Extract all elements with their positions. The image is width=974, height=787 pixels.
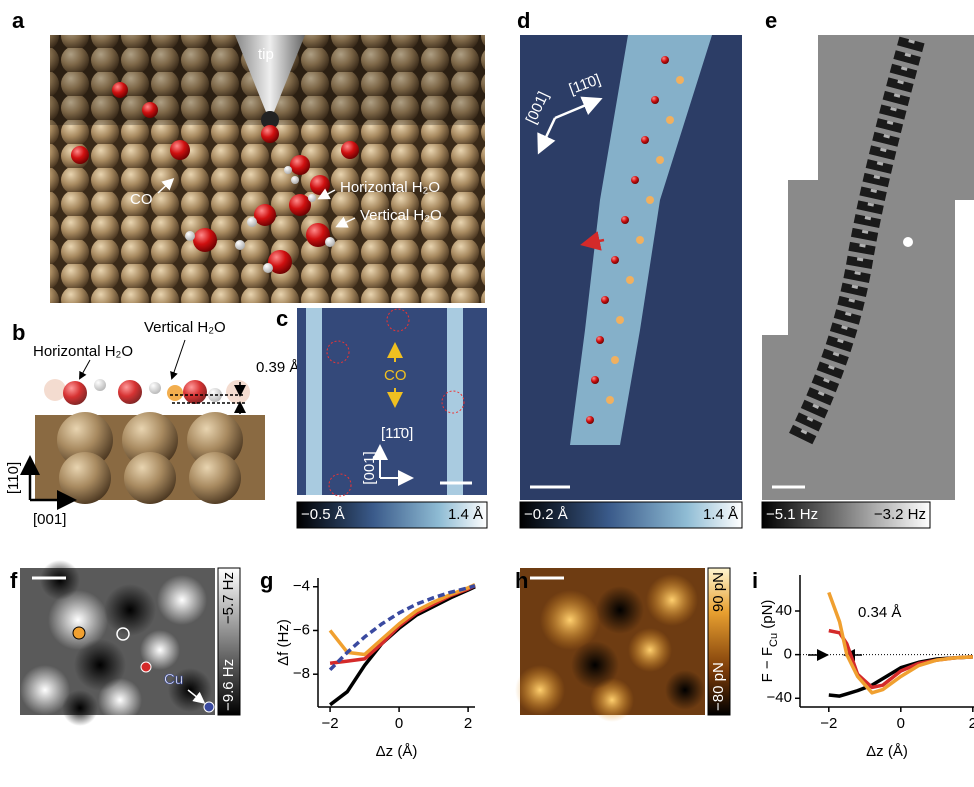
panel-label: h [515,568,528,593]
x-axis-label: Δz (Å) [376,743,418,760]
colorbar-label: −5.7 Hz [220,572,237,624]
panel-d: [001] [11̄0] d −0.2 Å 1.4 Å [517,8,742,528]
axis-direction: [001] [33,511,66,528]
colorbar-label: −9.6 Hz [220,659,237,711]
x-tick-label: 2 [464,715,472,732]
x-tick-label: −2 [820,715,837,732]
colorbar-label: −5.1 Hz [766,506,818,523]
y-tick-label: 0 [784,646,792,663]
panel-a: a tip CO Horizontal H₂O Vertical H₂O [12,8,485,303]
colorbar-label: 1.4 Å [448,506,483,523]
panel-label: i [752,568,758,593]
annotation: Horizontal H₂O [33,343,133,360]
y-tick-label: −8 [293,665,310,682]
x-tick-label: 0 [897,715,905,732]
annotation: CO [384,367,407,384]
colorbar-label: −80 pN [710,662,727,711]
series-line [330,585,475,655]
annotation: tip [258,46,274,63]
panel-label: g [260,568,273,593]
panel-f: f Cu −5.7 Hz −9.6 Hz [10,560,240,726]
y-axis-label-part: Cu [768,633,780,647]
panel-label: f [10,568,18,593]
colorbar-label: 90 pN [710,572,727,612]
colorbar-label: 1.4 Å [703,506,738,523]
colorbar-label: −0.5 Å [301,506,345,523]
panel-e: e −5.1 Hz −3.2 Hz [762,8,974,528]
annotation: 0.34 Å [858,604,901,621]
colorbar-label: −3.2 Hz [874,506,926,523]
annotation: CO [130,191,153,208]
panel-h: h 90 pN −80 pN [515,568,730,722]
panel-label: c [276,306,288,331]
y-axis-label: Δf (Hz) [275,619,292,666]
axis-direction: [11̄0] [381,425,413,442]
panel-label: e [765,8,777,33]
x-tick-label: −2 [322,715,339,732]
panel-label: d [517,8,530,33]
colorbar-label: −0.2 Å [524,506,568,523]
annotation: 0.39 Å [256,359,299,376]
figure: a tip CO Horizontal H₂O Vertical H₂O b V… [0,0,974,787]
y-axis-label-part: F − F [759,647,776,682]
series-line [330,587,475,705]
annotation: Vertical H₂O [360,207,442,224]
y-tick-label: 40 [775,602,792,619]
y-axis-label-part: (pN) [759,600,776,633]
annotation: Vertical H₂O [144,319,226,336]
panel-c: CO [11̄0] [001] c −0.5 Å 1.4 Å [276,306,487,528]
y-tick-label: −6 [293,621,310,638]
panel-b: b Vertical H₂O Horizontal H₂O 0.39 Å [11… [5,319,299,528]
axis-direction: [001] [361,451,378,484]
y-axis-label-part: Δf (Hz) [275,619,292,666]
x-axis-label: Δz (Å) [866,743,908,760]
y-tick-label: −40 [767,689,792,706]
panel-label: a [12,8,25,33]
annotation: Horizontal H₂O [340,179,440,196]
x-tick-label: 0 [395,715,403,732]
axis-direction: [110] [5,462,22,494]
x-tick-label: 2 [969,715,974,732]
y-tick-label: −4 [293,578,310,595]
annotation: Cu [164,671,183,688]
panel-label: b [12,320,25,345]
